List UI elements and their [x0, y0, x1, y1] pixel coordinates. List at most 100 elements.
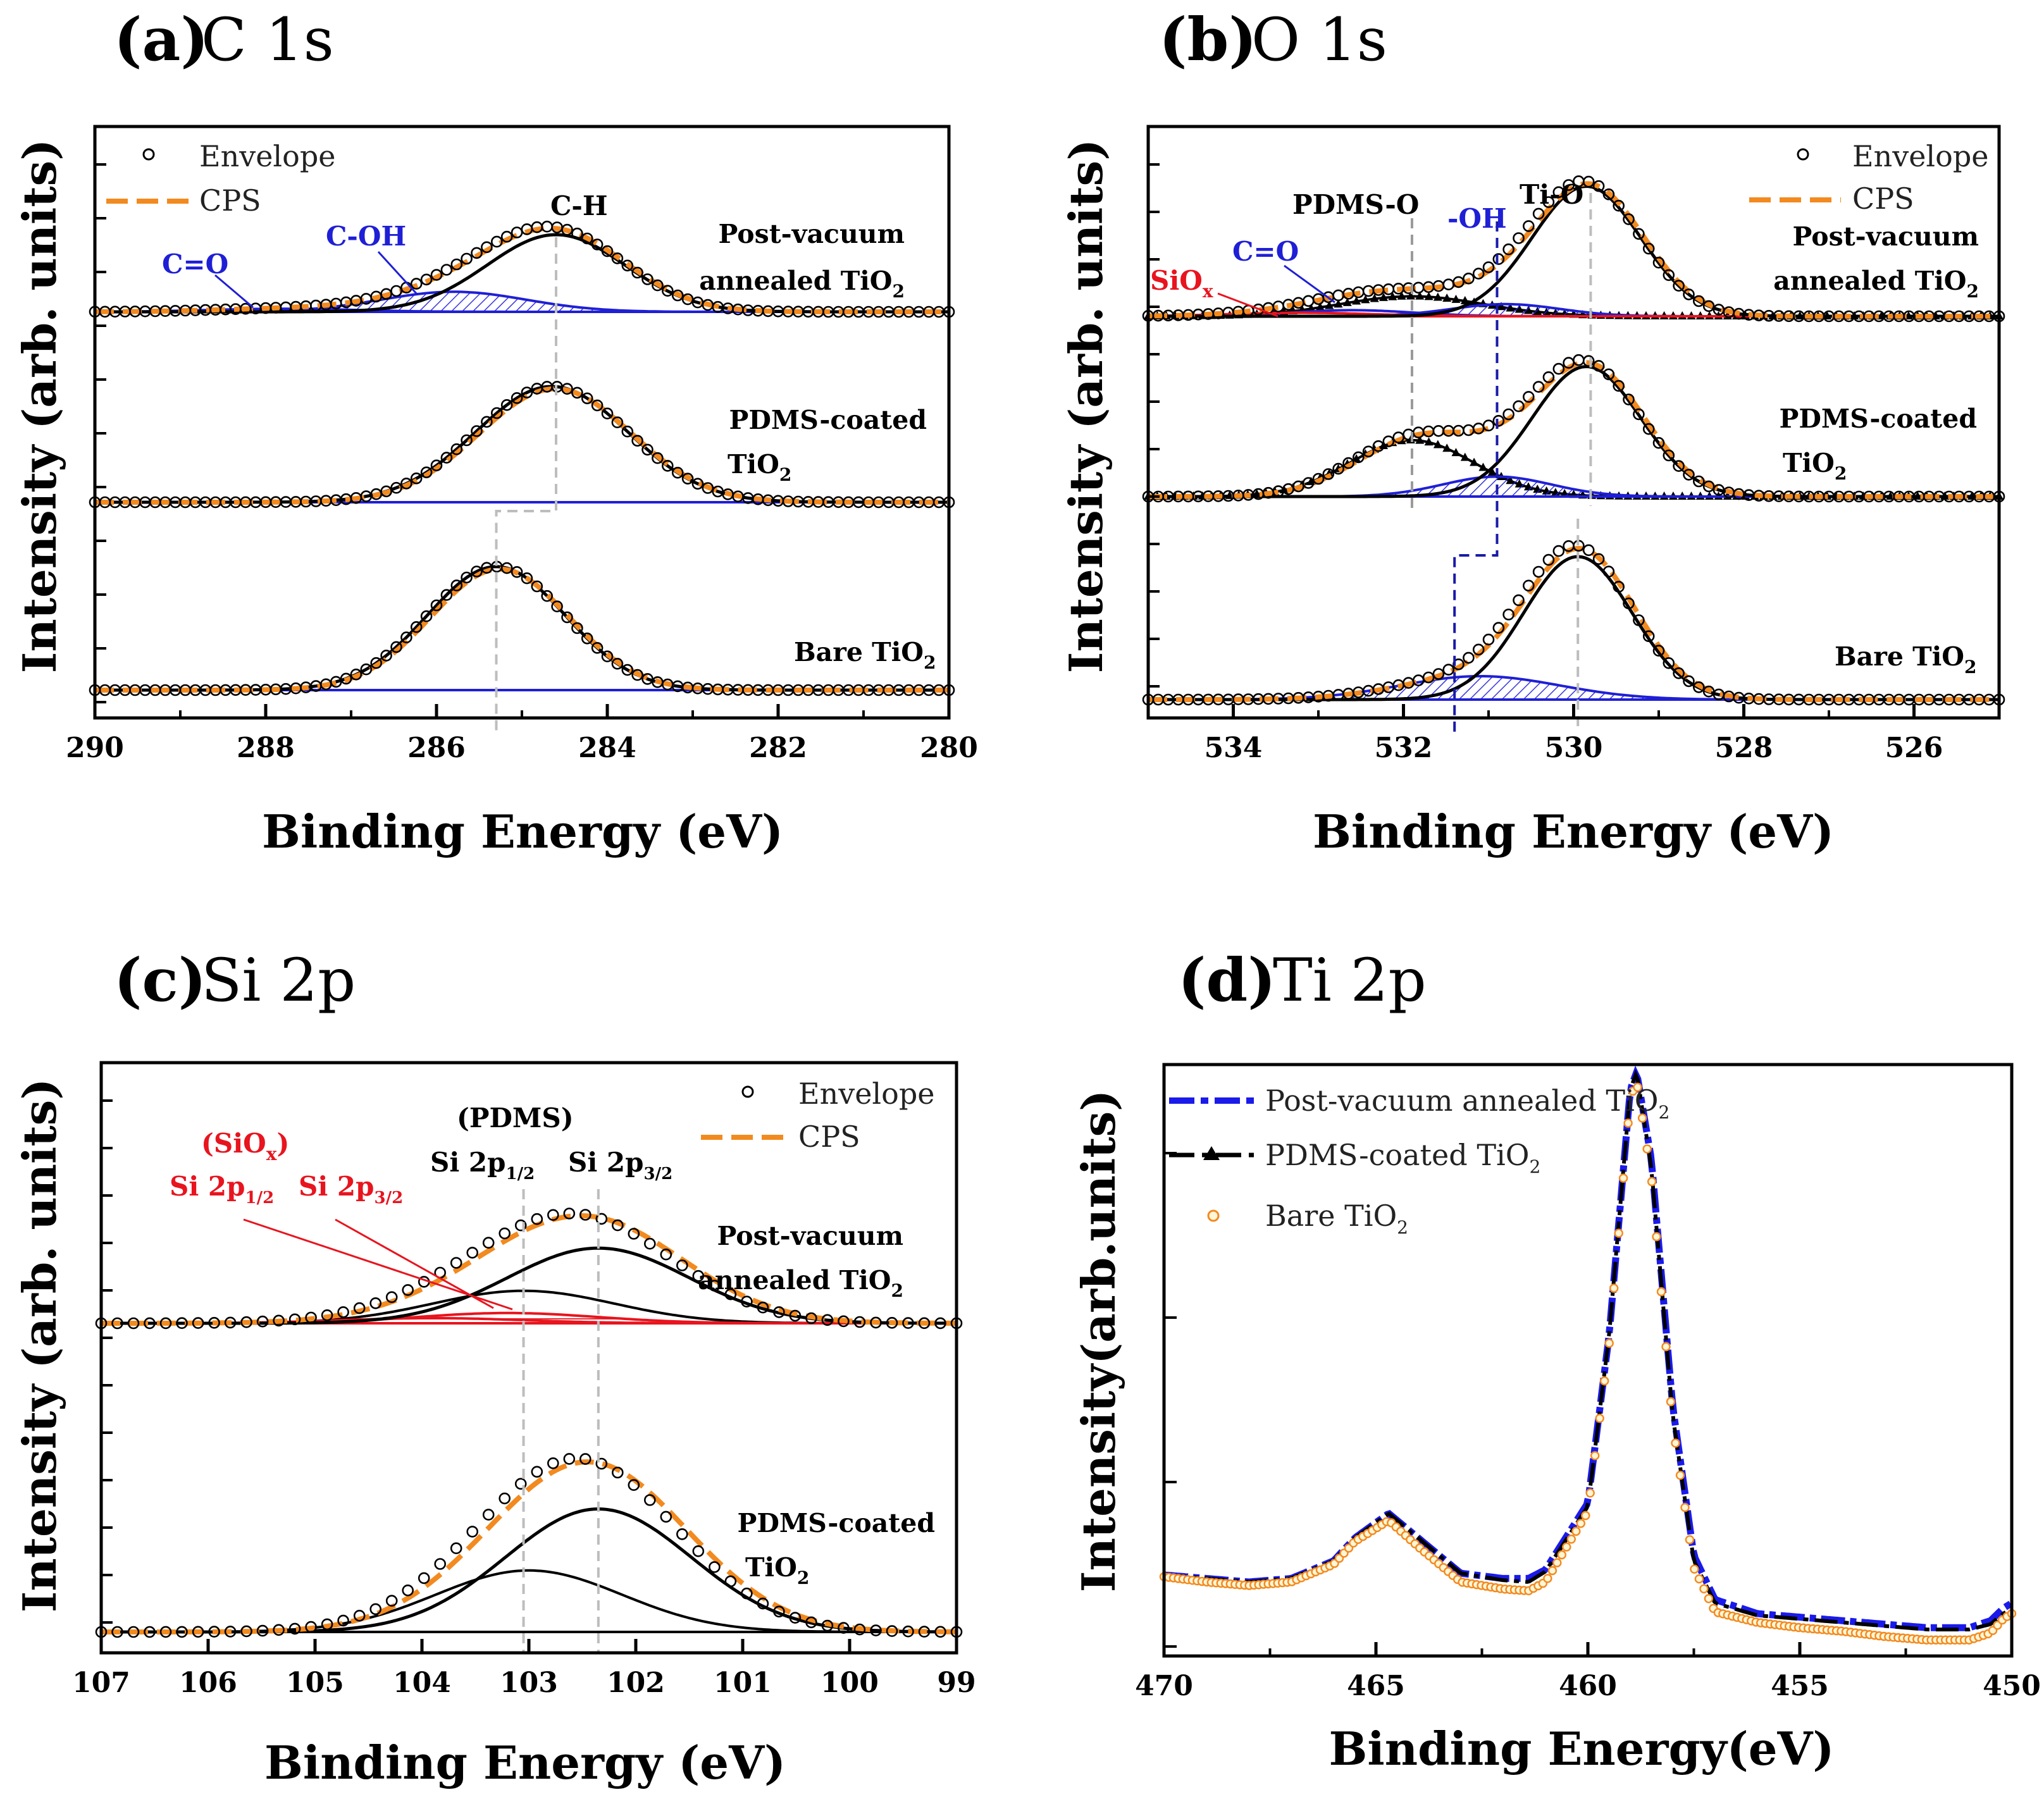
envelope-point [430, 599, 443, 612]
triangle-marker [1442, 443, 1452, 452]
envelope-point [1582, 544, 1595, 557]
envelope-point [1442, 278, 1454, 291]
legend-pdms-triangle [1203, 1146, 1220, 1160]
x-tick-label: 102 [607, 1667, 665, 1699]
envelope-point [385, 1291, 398, 1303]
ti-bare-point [1637, 1113, 1647, 1123]
envelope-point [671, 289, 684, 302]
envelope-point [1342, 457, 1354, 469]
envelope-point [641, 273, 653, 285]
envelope-point [1513, 594, 1525, 607]
envelope-point [1542, 371, 1555, 383]
x-tick-label: 288 [237, 732, 295, 764]
peak-annotation: Si 2p3/2 [299, 1171, 403, 1208]
triangle-marker [1451, 448, 1461, 457]
triangle-marker [1442, 293, 1452, 302]
envelope-point [353, 1302, 366, 1314]
envelope-point [662, 285, 674, 297]
envelope-point [1663, 449, 1675, 462]
envelope-point [652, 452, 664, 464]
envelope-point [1683, 288, 1695, 300]
envelope-point [621, 425, 634, 438]
x-tick-label: 282 [749, 732, 807, 764]
envelope-point [1582, 175, 1595, 188]
envelope-point [1472, 643, 1485, 656]
ti-bare-point [1585, 1488, 1595, 1498]
envelope-point [579, 1209, 592, 1221]
envelope-point [1523, 220, 1535, 232]
envelope-point [660, 1248, 672, 1261]
main-peak-curve [1148, 365, 1999, 498]
sample-label: TiO2 [745, 1552, 809, 1588]
panel-c-title: Si 2p [201, 946, 356, 1015]
envelope-point [1592, 553, 1605, 565]
ti-bare-point [1547, 1566, 1558, 1576]
envelope-point [621, 664, 634, 676]
envelope-point [418, 1572, 430, 1585]
envelope-point [681, 473, 694, 485]
envelope-point [1592, 180, 1605, 192]
envelope-point [1312, 473, 1325, 485]
envelope-point [514, 1478, 527, 1490]
envelope-point [611, 658, 624, 670]
panel-c1s: (a) C 1s Intensity (arb. units) Binding … [13, 5, 978, 858]
envelope-point [1563, 179, 1575, 191]
x-tick-label: 450 [1983, 1670, 2041, 1702]
panel-a-axes: 290 288 286 284 282 280 [66, 163, 978, 764]
envelope-point [471, 247, 483, 259]
component-fill [1148, 476, 1999, 497]
envelope-point [1472, 268, 1485, 280]
envelope-point [500, 562, 513, 574]
triangle-marker [1342, 297, 1352, 306]
envelope-point [224, 1316, 237, 1329]
envelope-point [1693, 475, 1705, 488]
envelope-point [440, 589, 453, 601]
panel-a-label: (a) [114, 5, 209, 75]
ti-bare-point [1642, 1144, 1652, 1154]
triangle-marker [1460, 452, 1470, 461]
envelope-point [410, 621, 423, 633]
peak-guide-line [495, 237, 557, 734]
panel-b-frame [1146, 125, 2001, 720]
panel-b-ylabel: Intensity (arb. units) [1059, 139, 1113, 674]
envelope-point [628, 1479, 640, 1491]
envelope-point [601, 650, 614, 662]
envelope-point [1633, 614, 1645, 626]
envelope-point [390, 285, 402, 297]
panel-o1s: (b) O 1s Intensity (arb. units) Binding … [1059, 5, 2005, 858]
envelope-point [1702, 300, 1715, 312]
panel-c-ylabel: Intensity (arb. units) [13, 1078, 66, 1613]
ti-bare-point [1562, 1542, 1571, 1552]
triangle-marker [1388, 292, 1397, 300]
panel-c-label: (c) [114, 946, 206, 1015]
sample-label: Post-vacuum [1793, 221, 1979, 252]
envelope-point [789, 1612, 802, 1624]
envelope-point [1502, 243, 1514, 256]
envelope-point [321, 1618, 333, 1631]
annotation-leader [1284, 264, 1335, 304]
envelope-point [192, 1317, 204, 1329]
envelope-point [581, 392, 593, 405]
ti-bare-point [1675, 1471, 1685, 1480]
envelope-point [1642, 242, 1655, 255]
triangle-marker [1415, 291, 1425, 300]
x-tick-label: 286 [407, 732, 466, 764]
triangle-marker [1306, 304, 1316, 312]
envelope-point [644, 1494, 656, 1506]
envelope-point [531, 580, 543, 593]
envelope-point [741, 1295, 753, 1307]
triangle-marker [1315, 302, 1325, 311]
envelope-point [402, 1284, 414, 1296]
triangle-marker [1424, 437, 1434, 446]
envelope-point [561, 611, 573, 624]
sample-label: annealed TiO2 [699, 266, 905, 302]
legend-envelope-label: Envelope [199, 139, 336, 173]
envelope-point [1492, 253, 1505, 265]
envelope-point [337, 1614, 349, 1627]
envelope-point [547, 1457, 559, 1469]
panel-a-ylabel: Intensity (arb. units) [13, 139, 66, 674]
triangle-marker [1370, 293, 1379, 302]
envelope-point [159, 1317, 172, 1330]
panel-d-frame [1162, 1063, 2014, 1658]
envelope-point [369, 1603, 382, 1616]
